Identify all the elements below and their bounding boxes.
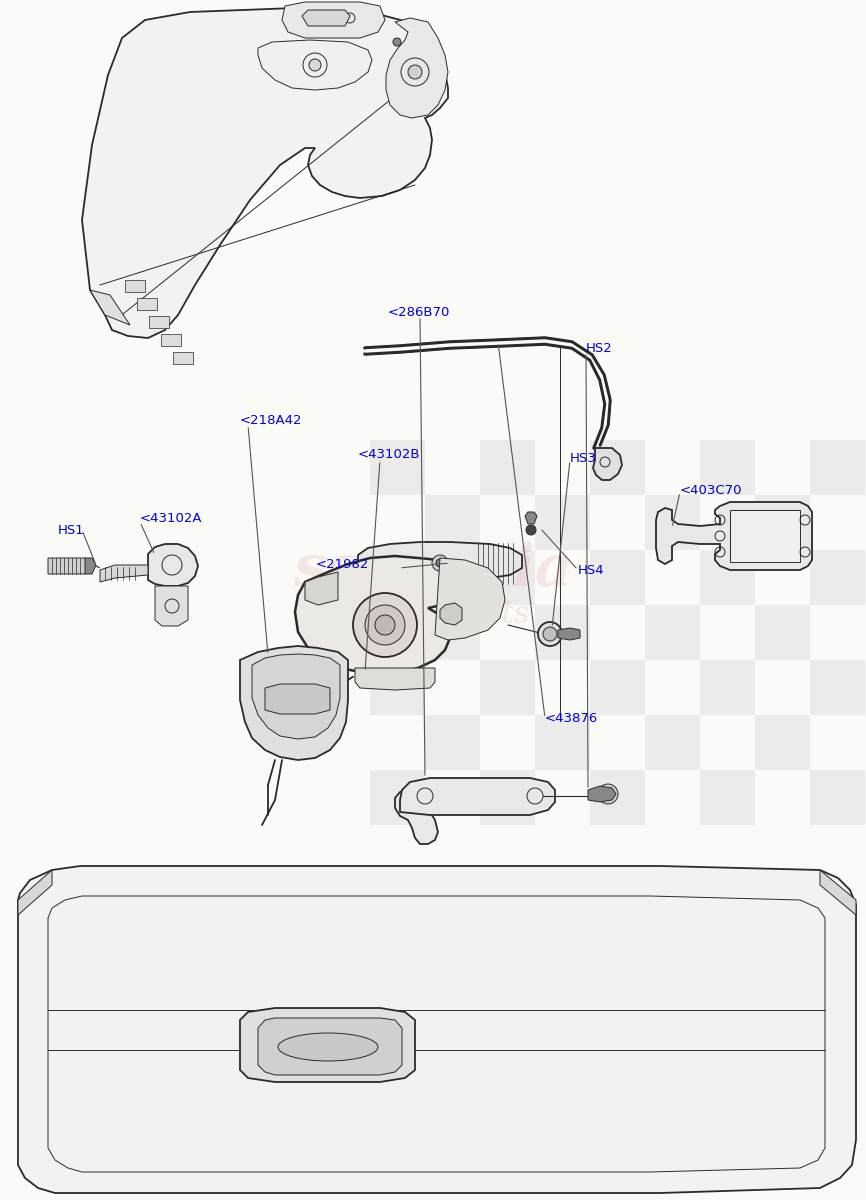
Bar [535,494,590,550]
Polygon shape [355,668,435,690]
Text: HS1: HS1 [58,523,85,536]
Bar [590,770,645,826]
Bar [370,550,425,605]
Polygon shape [48,558,92,574]
Bar [535,715,590,770]
Bar [425,715,480,770]
Bar [810,770,865,826]
Polygon shape [395,790,438,844]
Polygon shape [161,334,181,346]
Bar [755,715,810,770]
Text: HS2: HS2 [586,342,613,354]
Polygon shape [125,280,145,292]
Bar [590,550,645,605]
Polygon shape [593,448,622,480]
Bar [755,494,810,550]
Polygon shape [302,10,350,26]
Bar [480,550,535,605]
Polygon shape [282,2,385,38]
Polygon shape [240,1008,415,1082]
Circle shape [309,59,321,71]
Bar [480,440,535,494]
Polygon shape [730,510,800,562]
Circle shape [353,593,417,658]
Polygon shape [258,40,372,90]
Polygon shape [85,558,96,574]
Text: <43102A: <43102A [140,511,203,524]
Polygon shape [100,565,148,582]
Polygon shape [265,684,330,714]
Polygon shape [137,298,157,310]
Polygon shape [386,18,448,118]
Polygon shape [305,572,338,605]
Polygon shape [358,542,522,584]
Text: <403C70: <403C70 [680,484,742,497]
Polygon shape [656,502,812,570]
Bar [645,715,700,770]
Text: <43102B: <43102B [358,449,421,462]
Polygon shape [155,586,188,626]
Circle shape [393,38,401,46]
Circle shape [526,526,536,535]
Polygon shape [173,352,193,364]
Bar [480,770,535,826]
Text: HS3: HS3 [570,451,597,464]
Bar [810,660,865,715]
Polygon shape [525,512,537,524]
Bar [810,550,865,605]
Circle shape [538,622,562,646]
Bar [645,494,700,550]
Circle shape [365,605,405,646]
Text: <286B70: <286B70 [388,306,450,318]
Bar [535,605,590,660]
Circle shape [436,559,444,566]
Polygon shape [252,654,340,739]
Bar [370,660,425,715]
Bar [370,440,425,494]
Text: catalogparts: catalogparts [336,600,530,630]
Text: HS4: HS4 [578,564,604,576]
Bar [370,770,425,826]
Bar [425,494,480,550]
Bar [810,440,865,494]
Polygon shape [435,558,505,640]
Bar [480,660,535,715]
Bar [700,440,755,494]
Polygon shape [820,870,856,914]
Text: <43876: <43876 [545,712,598,725]
Bar [700,770,755,826]
Bar [590,440,645,494]
Bar [645,605,700,660]
Polygon shape [258,1018,402,1075]
Bar [590,660,645,715]
Polygon shape [148,544,198,586]
Polygon shape [558,628,580,640]
Circle shape [408,65,422,79]
Polygon shape [149,316,169,328]
Bar [755,605,810,660]
Circle shape [432,554,448,571]
Text: <218A42: <218A42 [240,414,302,426]
Polygon shape [18,866,856,1193]
Polygon shape [365,338,610,448]
Circle shape [543,626,557,641]
Polygon shape [295,556,480,673]
Polygon shape [90,290,130,325]
Circle shape [375,614,395,635]
Polygon shape [588,786,616,802]
Polygon shape [18,870,52,914]
Ellipse shape [278,1033,378,1061]
Circle shape [598,784,618,804]
Text: scuderia: scuderia [294,541,572,599]
Bar [700,660,755,715]
Polygon shape [440,602,462,625]
Text: <21982: <21982 [316,558,370,571]
Bar [700,550,755,605]
Polygon shape [240,646,348,760]
Bar [425,605,480,660]
Polygon shape [400,778,555,815]
Polygon shape [82,8,448,338]
